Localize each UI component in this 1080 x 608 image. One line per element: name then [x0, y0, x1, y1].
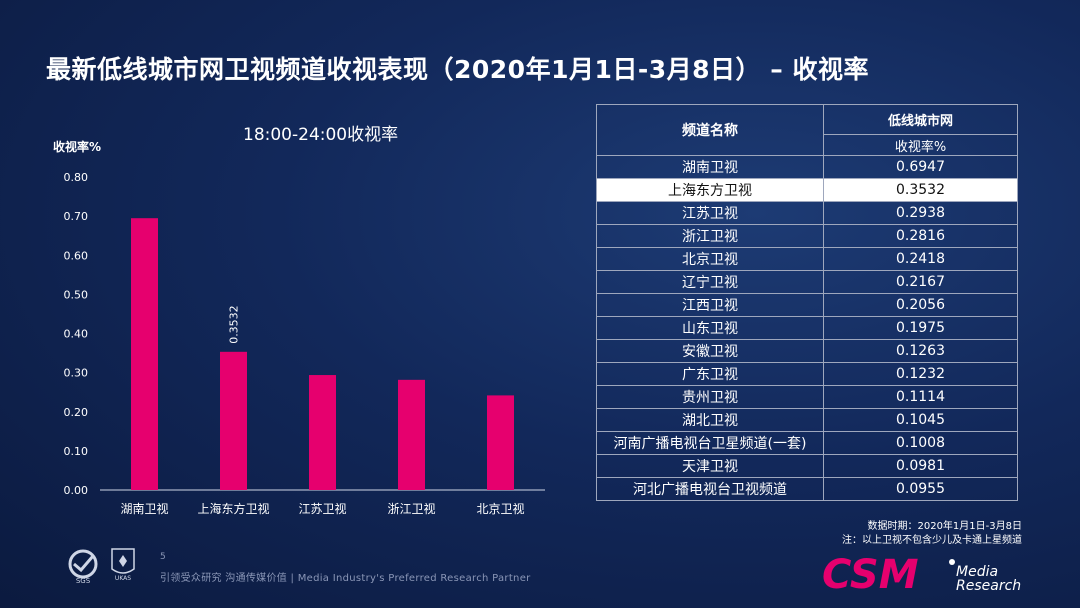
- sgs-logo-text: SGS: [76, 577, 91, 585]
- table-row: 浙江卫视 0.2816: [596, 224, 1018, 248]
- rating-value-cell: 0.6947: [823, 155, 1018, 179]
- bar: [309, 375, 336, 490]
- table-body: 湖南卫视 0.6947 上海东方卫视 0.3532 江苏卫视 0.2938 浙江卫视 0.28…: [596, 155, 1018, 501]
- table-row: 山东卫视 0.1975: [596, 316, 1018, 340]
- ukas-logo: UKAS: [111, 548, 135, 582]
- ukas-logo-text: UKAS: [115, 575, 131, 582]
- table-row: 上海东方卫视 0.3532: [596, 178, 1018, 202]
- bar: [131, 218, 158, 491]
- table-row: 河北广播电视台卫视频道 0.0955: [596, 477, 1018, 501]
- channel-name-cell: 广东卫视: [596, 362, 824, 386]
- x-category-label: 江苏卫视: [298, 501, 346, 516]
- y-tick-label: 0.80: [64, 171, 89, 184]
- rating-value-cell: 0.1263: [823, 339, 1018, 363]
- rating-value-cell: 0.2938: [823, 201, 1018, 225]
- table-row: 辽宁卫视 0.2167: [596, 270, 1018, 294]
- sgs-logo: SGS: [68, 549, 98, 585]
- page-number: 5: [160, 552, 166, 562]
- x-category-label: 北京卫视: [476, 501, 524, 516]
- table-header-channel: 频道名称: [596, 104, 824, 156]
- rating-value-cell: 0.1232: [823, 362, 1018, 386]
- csm-logo-text: CSM: [822, 552, 919, 598]
- channel-name-cell: 天津卫视: [596, 454, 824, 478]
- x-category-label: 浙江卫视: [387, 501, 435, 516]
- rating-value-cell: 0.0981: [823, 454, 1018, 478]
- channel-name-cell: 湖南卫视: [596, 155, 824, 179]
- bar: [220, 351, 247, 490]
- ratings-table: 频道名称 低线城市网 收视率% 湖南卫视 0.6947 上海东方卫视 0.3532 江苏…: [596, 104, 1018, 501]
- exclusion-note: 注：以上卫视不包含少儿及卡通上星频道: [842, 535, 1022, 546]
- bar: [398, 379, 425, 490]
- table-row: 安徽卫视 0.1263: [596, 339, 1018, 363]
- x-category-label: 湖南卫视: [120, 501, 168, 516]
- table-row: 广东卫视 0.1232: [596, 362, 1018, 386]
- rating-value-cell: 0.1045: [823, 408, 1018, 432]
- y-tick-label: 0.00: [64, 484, 89, 497]
- bar-chart: 0.00 0.10 0.20 0.30 0.40 0.50 0.60 0.70 0.80 湖南卫视…: [64, 171, 545, 516]
- rating-value-cell: 0.1114: [823, 385, 1018, 409]
- rating-value-cell: 0.2056: [823, 293, 1018, 317]
- bar-data-label: 0.3532: [228, 305, 241, 344]
- chart-title: 18:00-24:00收视率: [243, 125, 399, 145]
- x-category-label: 上海东方卫视: [197, 501, 269, 516]
- y-tick-label: 0.70: [64, 210, 89, 223]
- rating-value-cell: 0.2418: [823, 247, 1018, 271]
- y-tick-label: 0.60: [64, 249, 89, 262]
- channel-name-cell: 上海东方卫视: [596, 178, 824, 202]
- channel-name-cell: 辽宁卫视: [596, 270, 824, 294]
- channel-name-cell: 浙江卫视: [596, 224, 824, 248]
- table-header-market: 低线城市网: [823, 104, 1018, 135]
- rating-value-cell: 0.3532: [823, 178, 1018, 202]
- channel-name-cell: 山东卫视: [596, 316, 824, 340]
- rating-value-cell: 0.1008: [823, 431, 1018, 455]
- y-tick-label: 0.10: [64, 445, 89, 458]
- y-tick-label: 0.50: [64, 288, 89, 301]
- table-row: 贵州卫视 0.1114: [596, 385, 1018, 409]
- y-axis-label: 收视率%: [53, 140, 102, 154]
- csm-logo-sub2: Research: [956, 578, 1021, 594]
- channel-name-cell: 湖北卫视: [596, 408, 824, 432]
- table-row: 江西卫视 0.2056: [596, 293, 1018, 317]
- footer-slogan: 引领受众研究 沟通传媒价值 | Media Industry's Preferr…: [160, 573, 531, 584]
- rating-value-cell: 0.2816: [823, 224, 1018, 248]
- table-row: 湖北卫视 0.1045: [596, 408, 1018, 432]
- channel-name-cell: 河北广播电视台卫视频道: [596, 477, 824, 501]
- channel-name-cell: 江西卫视: [596, 293, 824, 317]
- rating-value-cell: 0.1975: [823, 316, 1018, 340]
- csm-logo-sub1: Media: [956, 564, 998, 580]
- table-header-unit: 收视率%: [823, 134, 1018, 156]
- table-row: 江苏卫视 0.2938: [596, 201, 1018, 225]
- y-tick-label: 0.30: [64, 367, 89, 380]
- csm-logo: CSM Media Research: [822, 552, 1021, 598]
- rating-value-cell: 0.0955: [823, 477, 1018, 501]
- table-row: 天津卫视 0.0981: [596, 454, 1018, 478]
- channel-name-cell: 贵州卫视: [596, 385, 824, 409]
- data-period-note: 数据时期：2020年1月1日-3月8日: [867, 521, 1022, 532]
- bar: [487, 395, 514, 490]
- table-row: 北京卫视 0.2418: [596, 247, 1018, 271]
- channel-name-cell: 安徽卫视: [596, 339, 824, 363]
- page-title: 最新低线城市网卫视频道收视表现（2020年1月1日-3月8日） – 收视率: [46, 55, 869, 84]
- channel-name-cell: 江苏卫视: [596, 201, 824, 225]
- table-row: 湖南卫视 0.6947: [596, 155, 1018, 179]
- y-tick-label: 0.40: [64, 328, 89, 341]
- channel-name-cell: 北京卫视: [596, 247, 824, 271]
- channel-name-cell: 河南广播电视台卫星频道(一套): [596, 431, 824, 455]
- table-row: 河南广播电视台卫星频道(一套) 0.1008: [596, 431, 1018, 455]
- rating-value-cell: 0.2167: [823, 270, 1018, 294]
- y-tick-label: 0.20: [64, 406, 89, 419]
